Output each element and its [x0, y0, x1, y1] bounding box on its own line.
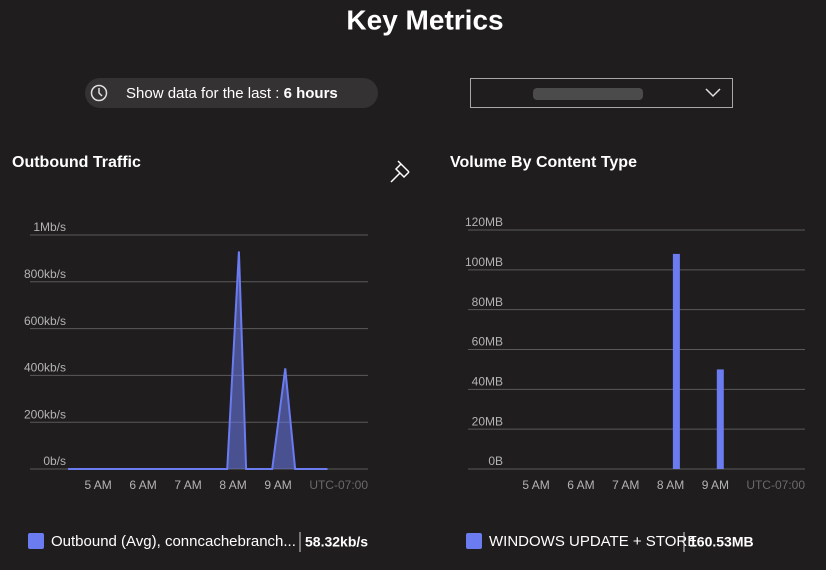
line — [68, 251, 328, 470]
y-tick-label: 120MB — [465, 215, 503, 229]
x-tick-label: 9 AM — [264, 478, 291, 492]
x-axis-note: UTC-07:00 — [746, 478, 805, 492]
chart-title: Outbound Traffic — [12, 154, 141, 171]
time-filter[interactable]: Show data for the last : 6 hours — [85, 78, 378, 108]
x-tick-label: 5 AM — [84, 478, 111, 492]
bar — [672, 253, 680, 469]
filter-text: Show data for the last : 6 hours — [126, 85, 338, 102]
chart-title: Volume By Content Type — [450, 154, 637, 171]
x-tick-label: 7 AM — [174, 478, 201, 492]
x-tick-label: 6 AM — [129, 478, 156, 492]
x-tick-label: 6 AM — [567, 478, 594, 492]
y-tick-label: 800kb/s — [24, 267, 66, 281]
x-tick-label: 7 AM — [612, 478, 639, 492]
legend-label: WINDOWS UPDATE + STORE — [489, 533, 697, 550]
clock-icon — [90, 84, 108, 102]
filter-value: 6 hours — [284, 85, 338, 102]
legend-value: 160.53MB — [689, 534, 754, 550]
pin-icon[interactable] — [390, 160, 410, 183]
filter-pill[interactable] — [85, 78, 378, 108]
pin-shape[interactable] — [390, 160, 410, 183]
y-tick-label: 40MB — [472, 375, 503, 389]
x-axis-note: UTC-07:00 — [309, 478, 368, 492]
blurred-text — [533, 88, 643, 100]
chevron — [705, 88, 721, 98]
y-tick-label: 600kb/s — [24, 314, 66, 328]
x-tick-label: 8 AM — [657, 478, 684, 492]
x-tick-label: 8 AM — [219, 478, 246, 492]
legend-value: 58.32kb/s — [305, 534, 368, 550]
y-tick-label: 60MB — [472, 335, 503, 349]
legend-swatch — [28, 533, 44, 549]
y-tick-label: 0B — [488, 454, 503, 468]
y-tick-label: 80MB — [472, 295, 503, 309]
legend-label: Outbound (Avg), conncachebranch... — [51, 533, 296, 550]
filter-label: Show data for the last : — [126, 85, 279, 102]
y-tick-label: 0b/s — [43, 454, 66, 468]
x-tick-label: 5 AM — [522, 478, 549, 492]
y-tick-label: 400kb/s — [24, 361, 66, 375]
device-dropdown[interactable] — [470, 78, 733, 108]
clock-hands — [98, 88, 103, 97]
bar — [716, 369, 724, 469]
y-tick-label: 1Mb/s — [33, 220, 66, 234]
x-tick-label: 9 AM — [702, 478, 729, 492]
legend-swatch — [466, 533, 482, 549]
y-tick-label: 20MB — [472, 414, 503, 428]
page-title: Key Metrics — [346, 4, 503, 35]
y-tick-label: 200kb/s — [24, 407, 66, 421]
y-tick-label: 100MB — [465, 255, 503, 269]
